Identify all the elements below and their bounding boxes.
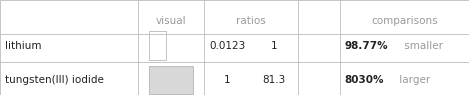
Text: tungsten(III) iodide: tungsten(III) iodide xyxy=(5,75,104,85)
Text: lithium: lithium xyxy=(5,41,41,51)
Text: 1: 1 xyxy=(271,41,278,51)
Text: smaller: smaller xyxy=(401,41,443,51)
Bar xyxy=(149,66,193,94)
Bar xyxy=(149,31,166,60)
Text: 1: 1 xyxy=(224,75,231,85)
Text: ratios: ratios xyxy=(236,16,266,26)
Text: 98.77%: 98.77% xyxy=(345,41,388,51)
Text: larger: larger xyxy=(396,75,430,85)
Text: 81.3: 81.3 xyxy=(263,75,286,85)
Text: comparisons: comparisons xyxy=(371,16,438,26)
Text: 8030%: 8030% xyxy=(345,75,384,85)
Text: visual: visual xyxy=(156,16,187,26)
Text: 0.0123: 0.0123 xyxy=(209,41,246,51)
